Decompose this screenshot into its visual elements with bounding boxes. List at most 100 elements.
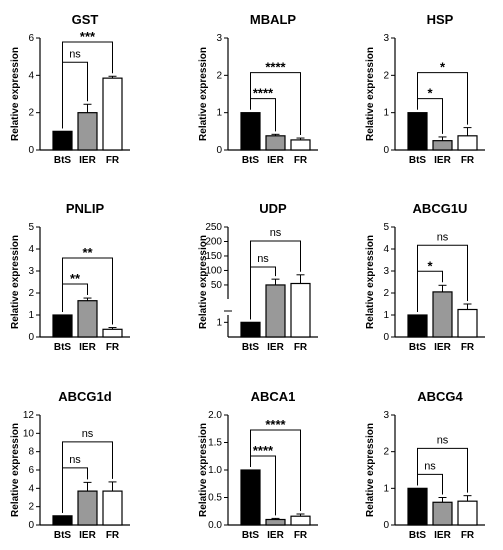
bar-ier xyxy=(77,300,98,338)
significance-label: * xyxy=(427,258,433,273)
y-tick-label: 6 xyxy=(28,33,34,44)
x-tick-label: IER xyxy=(434,530,451,541)
x-tick-label: IER xyxy=(434,155,451,166)
x-tick-label: BtS xyxy=(54,155,72,166)
chart-title: MBALP xyxy=(250,12,297,27)
chart-title: ABCG1U xyxy=(413,201,468,216)
x-tick-label: FR xyxy=(294,342,308,353)
bar-bts xyxy=(240,112,261,151)
chart-title: UDP xyxy=(259,201,287,216)
significance-bracket xyxy=(250,429,301,511)
bar-ier xyxy=(77,490,98,526)
x-tick-label: FR xyxy=(294,530,308,541)
x-tick-label: IER xyxy=(79,155,96,166)
bar-ier xyxy=(432,501,453,526)
bar-ier xyxy=(265,518,286,526)
y-axis-label: Relative expression xyxy=(198,423,209,517)
significance-bracket xyxy=(62,41,113,129)
significance-label: ns xyxy=(270,227,282,239)
significance-bracket xyxy=(250,72,301,136)
y-tick-label: 4 xyxy=(28,244,34,255)
x-tick-label: BtS xyxy=(409,155,427,166)
significance-bracket xyxy=(62,257,113,325)
y-tick-label: 1 xyxy=(28,310,34,321)
panel-mbalp: 0 1 2 3 MBALP Relative expression BtS IER FR ****… xyxy=(198,12,318,166)
y-tick-label: 0.5 xyxy=(208,493,222,504)
significance-label: ns xyxy=(437,434,449,446)
y-tick-label: 0 xyxy=(28,145,34,156)
significance-label: * xyxy=(427,86,433,101)
bar-bts xyxy=(240,321,261,338)
y-tick-label: 2 xyxy=(28,288,34,299)
y-tick-label: 12 xyxy=(23,410,35,421)
significance-label: ns xyxy=(82,428,94,440)
significance-bracket xyxy=(62,441,113,513)
bar-fr xyxy=(457,135,478,151)
y-tick-label: 2 xyxy=(383,288,389,299)
y-tick-label: 1 xyxy=(383,108,389,119)
bar-bts xyxy=(240,469,261,526)
x-tick-label: BtS xyxy=(242,342,260,353)
significance-label: ns xyxy=(424,460,436,472)
y-axis-label: Relative expression xyxy=(365,235,376,329)
significance-label: **** xyxy=(253,86,274,101)
x-tick-label: BtS xyxy=(409,530,427,541)
significance-bracket xyxy=(417,447,468,493)
x-tick-label: BtS xyxy=(242,155,260,166)
y-axis-label: Relative expression xyxy=(10,423,21,517)
x-tick-label: IER xyxy=(267,155,284,166)
panel-abca1: 0.0 0.5 1.0 1.5 2.0 ABCA1 Relative expression B… xyxy=(198,389,318,541)
x-tick-label: BtS xyxy=(409,342,427,353)
significance-label: ns xyxy=(69,48,81,60)
bar-bts xyxy=(407,314,428,338)
y-tick-label: 4 xyxy=(383,244,389,255)
bar-bts xyxy=(52,314,73,338)
x-tick-label: FR xyxy=(461,155,475,166)
significance-bracket xyxy=(417,244,468,312)
y-tick-label: 0 xyxy=(28,520,34,531)
bar-fr xyxy=(457,500,478,526)
x-tick-label: BtS xyxy=(54,342,72,353)
significance-label: **** xyxy=(265,417,286,432)
bar-fr xyxy=(102,77,123,151)
x-tick-label: FR xyxy=(106,155,120,166)
x-tick-label: IER xyxy=(267,530,284,541)
bar-ier xyxy=(432,291,453,338)
significance-label: * xyxy=(440,60,446,75)
y-tick-label: 10 xyxy=(23,428,35,439)
y-axis-label: Relative expression xyxy=(10,235,21,329)
x-tick-label: FR xyxy=(106,342,120,353)
y-axis-label: Relative expression xyxy=(10,47,21,141)
panel-abcg4: 0 1 2 3 ABCG4 Relative expression BtS IER FR ns ns xyxy=(365,389,485,541)
y-tick-label: 2.0 xyxy=(208,410,222,421)
y-tick-label: 250 xyxy=(205,222,222,233)
y-tick-label: 1 xyxy=(383,483,389,494)
significance-label: **** xyxy=(265,60,286,75)
y-tick-label: 1 xyxy=(216,317,222,328)
y-axis-label: Relative expression xyxy=(365,423,376,517)
y-tick-label: 0 xyxy=(216,145,222,156)
y-tick-label: 200 xyxy=(205,236,222,247)
panel-abcg1d: 0 2 4 6 8 10 12 ABCG1d Relative expression BtS IER… xyxy=(10,389,130,541)
chart-title: ABCA1 xyxy=(251,389,296,404)
bar-ier xyxy=(77,112,98,151)
bar-bts xyxy=(407,487,428,526)
y-tick-label: 3 xyxy=(383,410,389,421)
bar-bts xyxy=(407,112,428,151)
panel-hsp: 0 1 2 3 HSP Relative expression BtS IER FR * * xyxy=(365,12,485,166)
y-tick-label: 0 xyxy=(383,145,389,156)
x-tick-label: IER xyxy=(434,342,451,353)
chart-title: ABCG4 xyxy=(417,389,463,404)
y-tick-label: 5 xyxy=(28,222,34,233)
significance-label: ns xyxy=(257,253,269,265)
panel-pnlip: 0 1 2 3 4 5 PNLIP Relative expression BtS IER FR **… xyxy=(10,201,130,353)
bar-fr xyxy=(457,308,478,338)
significance-label: ns xyxy=(437,231,449,243)
x-tick-label: IER xyxy=(79,530,96,541)
y-tick-label: 0 xyxy=(383,520,389,531)
x-tick-label: BtS xyxy=(54,530,72,541)
y-tick-label: 0 xyxy=(383,332,389,343)
y-axis-label: Relative expression xyxy=(365,47,376,141)
